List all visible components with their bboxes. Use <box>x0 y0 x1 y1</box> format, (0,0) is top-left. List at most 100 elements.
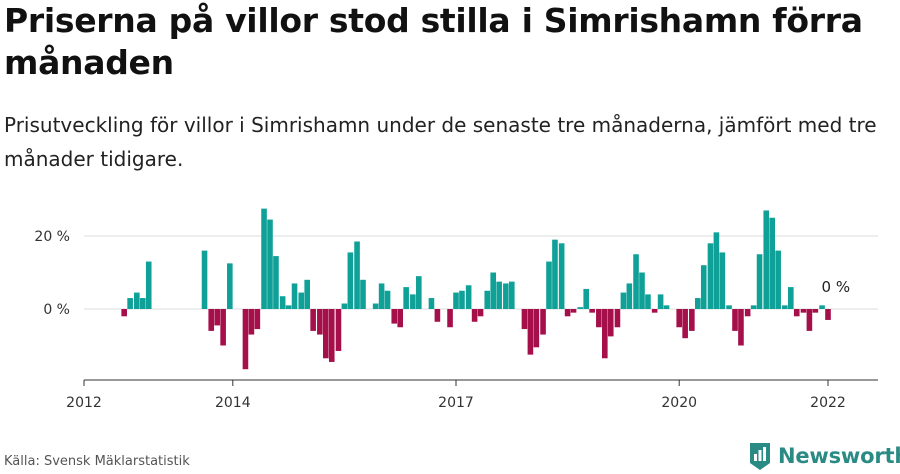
bar <box>775 250 781 309</box>
bar <box>484 290 491 309</box>
bar <box>477 309 484 317</box>
bar <box>750 305 757 309</box>
bar <box>397 309 403 328</box>
x-tick-label: 2012 <box>66 395 102 411</box>
bar <box>372 303 379 309</box>
bar <box>291 283 298 309</box>
chart-title: Priserna på villor stod stilla i Simrish… <box>4 1 863 82</box>
bar <box>657 294 664 309</box>
bar <box>261 208 267 310</box>
bar <box>428 298 435 309</box>
bar <box>812 309 819 313</box>
bar <box>323 309 329 359</box>
bar <box>403 287 409 309</box>
bar <box>285 305 292 309</box>
bar <box>254 309 261 330</box>
bar <box>788 287 794 309</box>
bar <box>341 303 348 309</box>
bar <box>707 243 714 309</box>
bar <box>227 263 233 310</box>
bar <box>782 305 788 309</box>
bar <box>503 283 509 309</box>
bar <box>465 285 472 309</box>
bar <box>509 281 515 310</box>
bar <box>134 292 140 309</box>
bar <box>273 256 279 309</box>
bar <box>540 309 546 335</box>
bar <box>577 307 584 309</box>
chart-subtitle: Prisutveckling för villor i Simrishamn u… <box>4 113 877 171</box>
bar <box>127 298 133 309</box>
bar <box>738 309 744 346</box>
bars <box>121 208 831 370</box>
bar <box>310 309 316 331</box>
bar <box>763 210 770 309</box>
x-axis-ticks: 2012 2014 2017 2020 2022 <box>66 380 846 411</box>
bar <box>201 250 208 309</box>
bar <box>645 294 651 309</box>
bar <box>651 309 658 313</box>
bar <box>521 309 528 330</box>
y-tick-label: 0 % <box>43 302 70 318</box>
bar <box>248 309 255 335</box>
bar <box>533 309 540 348</box>
bar <box>570 309 577 313</box>
bar <box>527 309 534 355</box>
bar <box>546 261 552 309</box>
bar <box>298 292 305 309</box>
bar <box>434 309 441 322</box>
bar <box>719 252 726 309</box>
bar <box>214 309 220 326</box>
bar <box>279 296 286 309</box>
bar <box>663 305 670 309</box>
bar <box>564 309 571 317</box>
bar <box>589 309 595 313</box>
bar <box>416 276 422 309</box>
bar <box>267 219 273 309</box>
bar <box>602 309 608 359</box>
bar <box>607 309 614 337</box>
bar <box>676 309 682 328</box>
bar <box>626 283 633 309</box>
bar <box>139 298 146 309</box>
bar <box>459 290 465 309</box>
bar <box>633 254 639 309</box>
bar <box>242 309 249 370</box>
bar <box>121 309 127 317</box>
bar <box>700 265 707 309</box>
bar <box>410 294 416 309</box>
bar <box>220 309 226 346</box>
y-tick-label: 20 % <box>34 229 70 245</box>
bar <box>825 309 831 320</box>
bar <box>496 281 502 310</box>
x-tick-label: 2017 <box>438 395 474 411</box>
x-tick-label: 2014 <box>215 395 251 411</box>
bar <box>793 309 800 317</box>
x-tick-label: 2020 <box>661 395 697 411</box>
bar <box>558 243 565 309</box>
bar <box>317 309 323 335</box>
bar <box>145 261 152 309</box>
brand-name: Newsworthy <box>778 444 900 468</box>
x-tick-label: 2022 <box>810 395 846 411</box>
brand-logo: Newsworthy <box>748 440 900 472</box>
source-note: Källa: Svensk Mäklarstatistik <box>4 454 190 469</box>
bar <box>471 309 478 322</box>
newsworthy-logo-icon <box>750 443 770 470</box>
bar <box>726 305 732 309</box>
bar <box>744 309 751 317</box>
bar <box>695 298 701 309</box>
bar <box>335 309 342 351</box>
bar <box>756 254 763 309</box>
bar <box>806 309 813 331</box>
bar <box>713 232 720 309</box>
bar <box>328 309 335 362</box>
bar <box>732 309 738 331</box>
bar <box>490 272 496 309</box>
bar-chart: 0 % 20 % 2012 2014 2017 2020 2022 0 % <box>34 208 878 411</box>
bar <box>453 292 459 309</box>
bar <box>682 309 688 339</box>
bar <box>378 283 385 309</box>
bar <box>447 309 453 328</box>
bar <box>208 309 215 331</box>
